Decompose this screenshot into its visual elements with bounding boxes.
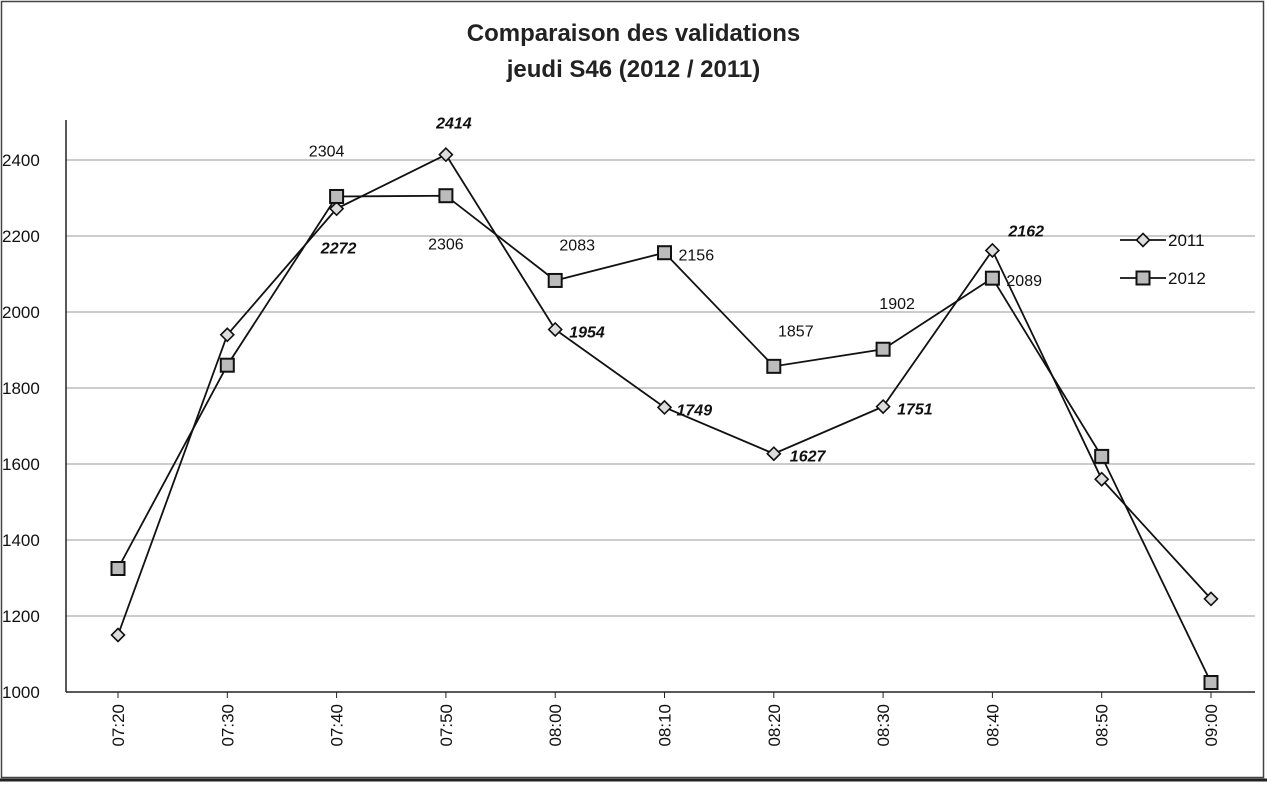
x-tick-label: 08:10 xyxy=(656,704,675,747)
data-point-2011 xyxy=(547,321,563,338)
data-point-2012 xyxy=(984,270,1000,286)
series-line-2012 xyxy=(117,194,1212,683)
data-point-2012 xyxy=(657,245,672,261)
x-tick-label: 08:50 xyxy=(1093,704,1112,747)
chart-border xyxy=(0,0,1265,779)
data-point-2012 xyxy=(438,188,454,204)
y-tick-label: 2200 xyxy=(2,227,40,246)
y-tick-label: 1800 xyxy=(2,379,40,398)
chart-subtitle: jeudi S46 (2012 / 2011) xyxy=(506,56,761,83)
x-tick-label: 08:40 xyxy=(983,704,1002,747)
data-label-2012: 2304 xyxy=(309,143,345,160)
chart-title: Comparaison des validations xyxy=(466,20,801,47)
data-point-2012 xyxy=(875,341,891,357)
data-label-2012: 2083 xyxy=(559,237,595,254)
data-point-2011 xyxy=(766,446,782,462)
data-point-2011 xyxy=(110,627,126,643)
data-point-2011 xyxy=(1094,471,1110,487)
data-label-2011: 1751 xyxy=(897,402,933,419)
series-line-2011 xyxy=(117,153,1212,636)
data-point-2011 xyxy=(656,399,673,416)
data-point-2012 xyxy=(1203,675,1219,690)
data-label-2012: 1857 xyxy=(778,323,814,340)
data-label-2012: 2306 xyxy=(428,237,464,254)
y-tick-label: 2000 xyxy=(2,303,40,322)
data-label-2011: 1627 xyxy=(790,449,827,466)
data-point-2011 xyxy=(219,327,235,343)
data-label-2012: 1902 xyxy=(879,296,915,313)
data-point-2011 xyxy=(875,398,891,415)
x-tick-label: 08:00 xyxy=(546,704,565,747)
data-point-2012 xyxy=(329,188,345,204)
y-tick-label: 1200 xyxy=(2,607,40,626)
legend-marker-2011 xyxy=(1135,232,1151,248)
x-tick-label: 09:00 xyxy=(1202,704,1221,747)
data-label-2012: 2156 xyxy=(679,248,715,265)
y-tick-label: 2400 xyxy=(2,151,40,170)
x-tick-label: 08:30 xyxy=(874,704,893,747)
x-tick-label: 07:40 xyxy=(328,704,347,747)
chart-title-block: Comparaison des validations jeudi S46 (2… xyxy=(0,16,1267,88)
legend-marker-2012 xyxy=(1135,270,1151,286)
data-label-2011: 2272 xyxy=(320,241,357,258)
x-tick-label: 07:50 xyxy=(437,704,456,747)
legend-label-2012: 2012 xyxy=(1168,269,1206,288)
data-point-2011 xyxy=(438,147,454,163)
y-tick-label: 1000 xyxy=(2,683,40,702)
data-point-2012 xyxy=(766,358,782,374)
data-label-2011: 1954 xyxy=(569,324,605,341)
data-point-2012 xyxy=(110,561,126,576)
data-point-2011 xyxy=(1203,591,1219,607)
x-tick-label: 08:20 xyxy=(765,704,784,747)
x-tick-label: 07:30 xyxy=(218,704,237,747)
data-label-2011: 1749 xyxy=(677,402,713,419)
data-label-2011: 2162 xyxy=(1007,223,1044,240)
x-tick-label: 07:20 xyxy=(109,704,128,747)
data-label-2011: 2414 xyxy=(435,116,472,133)
data-point-2011 xyxy=(984,242,1001,259)
data-point-2012 xyxy=(219,357,235,373)
y-tick-label: 1400 xyxy=(2,531,40,550)
data-point-2011 xyxy=(328,201,345,217)
data-point-2012 xyxy=(1094,448,1110,464)
data-label-2012: 2089 xyxy=(1006,273,1042,290)
y-tick-label: 1600 xyxy=(2,455,40,474)
data-point-2012 xyxy=(547,272,563,288)
legend-label-2011: 2011 xyxy=(1168,231,1205,250)
